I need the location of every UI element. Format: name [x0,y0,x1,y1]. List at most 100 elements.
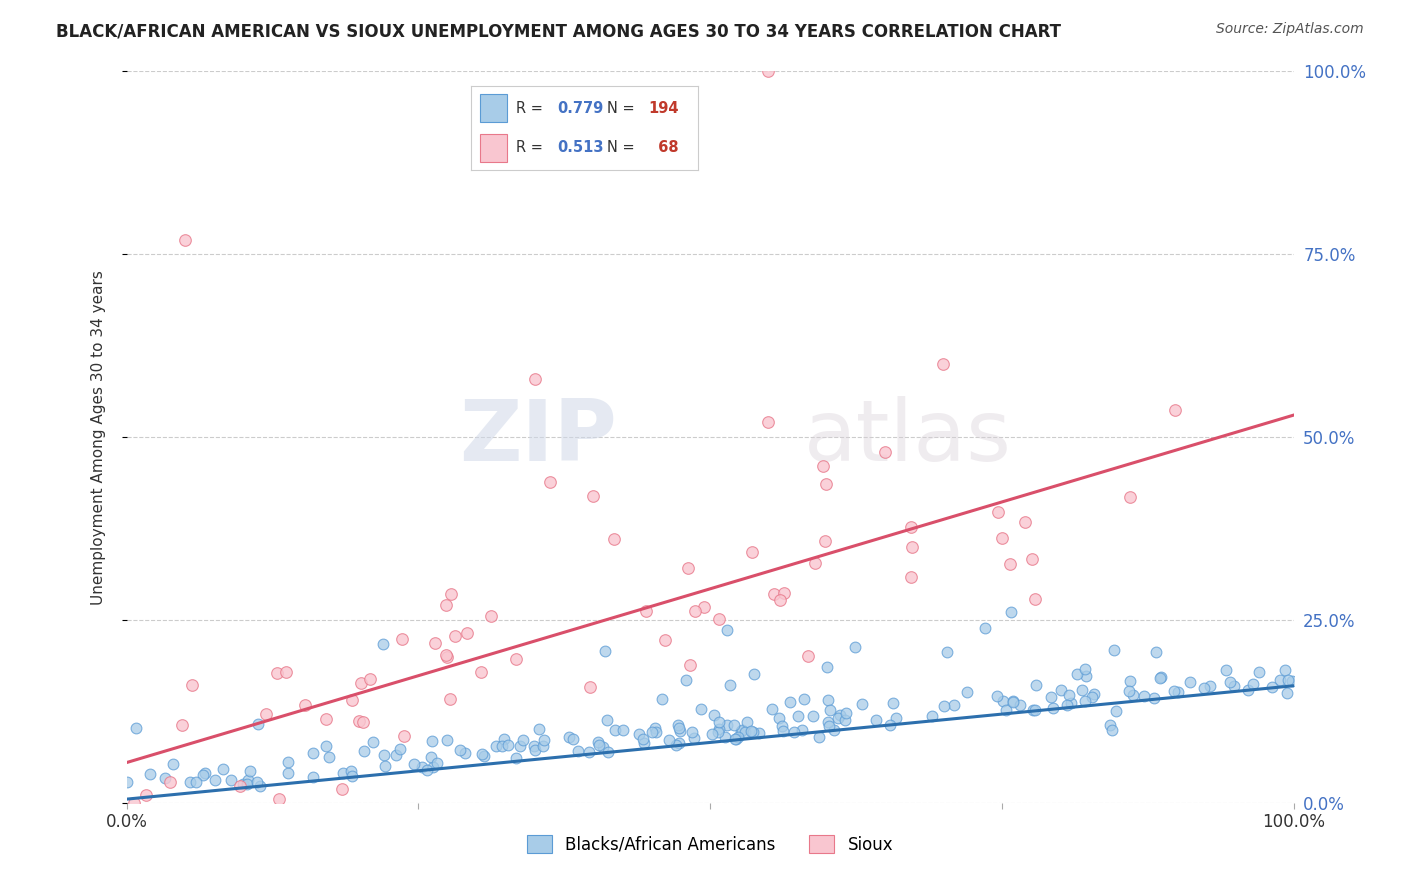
Point [709,722,731,736]
Point [761,702,783,716]
Point [724,732,747,747]
Point [851,697,873,711]
Point [527,722,550,736]
Point [654,632,676,647]
Point [1021,552,1043,566]
Point [644,721,666,735]
Point [1150,670,1173,684]
Point [373,748,395,763]
Point [523,739,546,753]
Point [124,796,146,810]
Point [479,609,502,624]
Point [1083,687,1105,701]
Point [706,724,728,739]
Point [246,717,269,731]
Point [1260,680,1282,694]
Point [135,788,157,802]
Point [641,724,664,739]
Point [770,719,793,733]
Point [509,739,531,754]
Point [449,743,471,757]
Point [1164,403,1187,417]
Point [596,745,619,759]
Point [162,756,184,771]
Point [835,706,858,720]
Point [339,764,361,778]
Point [720,678,742,692]
Point [1274,663,1296,677]
Point [443,629,465,643]
Point [1024,703,1046,717]
Point [724,732,747,747]
Point [683,731,706,745]
Point [1074,662,1097,676]
Point [402,756,425,771]
Point [742,725,765,739]
Point [634,604,657,618]
Point [456,626,478,640]
Point [440,587,463,601]
Point [882,696,904,710]
Point [115,774,138,789]
Point [1000,605,1022,619]
Point [332,766,354,780]
Point [492,732,515,747]
Point [779,695,801,709]
Point [301,770,323,784]
Point [1098,717,1121,731]
Point [1167,685,1189,699]
Point [485,739,508,754]
Point [1025,678,1047,692]
Point [741,544,763,558]
Point [987,505,1010,519]
Text: Source: ZipAtlas.com: Source: ZipAtlas.com [1216,22,1364,37]
Point [505,751,527,765]
Point [470,665,492,680]
Point [350,676,373,690]
Point [675,673,697,687]
Point [1118,684,1140,698]
Point [1119,673,1142,688]
Point [236,777,259,791]
Point [817,693,839,707]
Point [342,693,364,707]
Point [1001,695,1024,709]
Point [471,747,494,762]
Point [828,708,851,723]
Point [707,611,730,625]
Point [879,718,901,732]
Point [804,556,827,570]
Point [602,532,624,546]
Point [973,621,995,635]
Text: ZIP: ZIP [458,395,617,479]
Point [567,744,589,758]
Point [373,636,395,650]
Point [125,721,148,735]
Point [1081,690,1104,705]
Point [737,715,759,730]
Point [820,703,842,717]
Point [181,678,204,692]
Point [793,692,815,706]
Point [936,645,959,659]
Point [232,777,254,791]
Point [523,743,546,757]
Point [439,691,461,706]
Point [991,531,1014,545]
Point [900,569,922,583]
Point [531,739,554,754]
Point [434,598,457,612]
Point [742,666,765,681]
Point [392,729,415,743]
Point [772,586,794,600]
Legend: Blacks/African Americans, Sioux: Blacks/African Americans, Sioux [520,829,900,860]
Point [827,711,849,725]
Point [512,732,534,747]
Point [411,760,433,774]
Point [807,730,830,744]
Point [1215,663,1237,677]
Point [723,718,745,732]
Point [668,736,690,750]
Point [783,724,806,739]
Text: BLACK/AFRICAN AMERICAN VS SIOUX UNEMPLOYMENT AMONG AGES 30 TO 34 YEARS CORRELATI: BLACK/AFRICAN AMERICAN VS SIOUX UNEMPLOY… [56,22,1062,40]
